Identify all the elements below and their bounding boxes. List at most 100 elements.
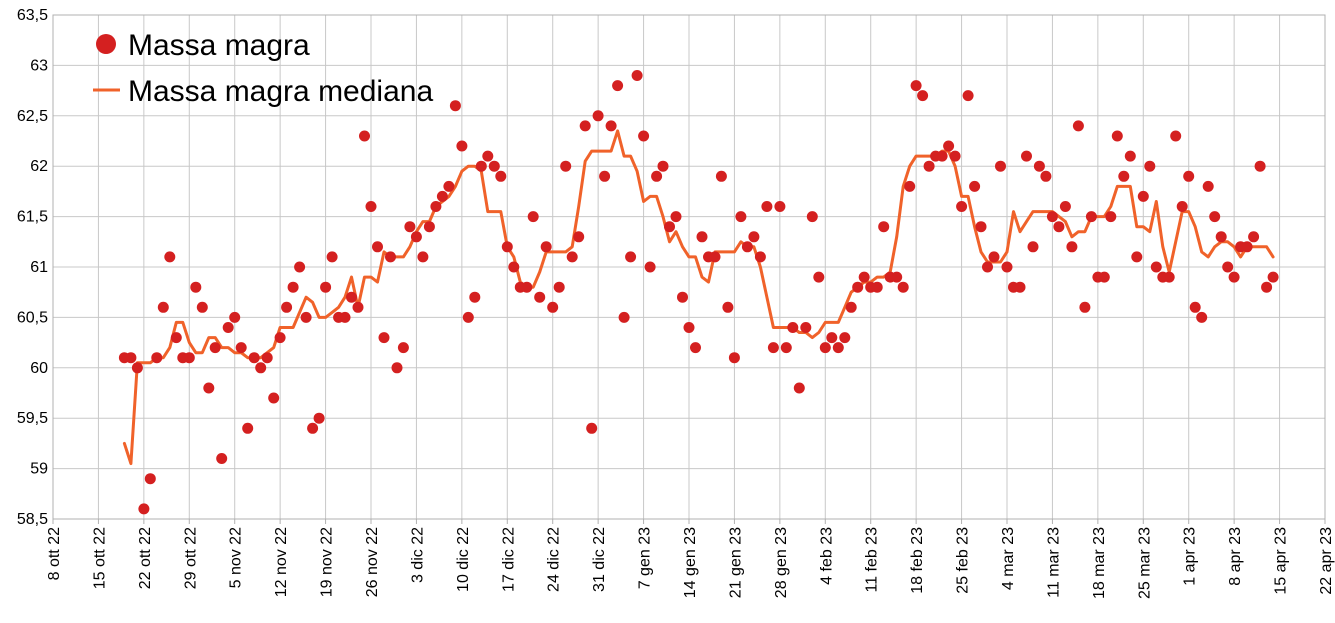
data-point [131,362,143,374]
data-point [761,201,773,212]
data-point [917,90,929,102]
data-point [1027,241,1039,253]
data-point [1098,271,1110,283]
x-tick-label: 31 dic 22 [591,527,608,592]
data-point [845,301,857,313]
y-tick-label: 61 [30,259,48,276]
data-point [618,311,630,323]
data-point [995,160,1006,172]
data-point [255,362,267,374]
median-line-layer [122,129,1275,466]
data-point [1196,311,1208,323]
data-point [774,201,786,212]
data-point [956,201,968,212]
data-point [235,342,247,354]
data-point [696,231,708,243]
x-tick-label: 4 mar 23 [1000,527,1017,590]
data-point [261,352,273,364]
data-point [657,160,669,172]
data-point [1053,221,1065,233]
data-point [592,110,604,122]
data-point [534,291,546,303]
data-point [651,170,663,182]
data-point [157,301,169,313]
data-point [780,342,792,354]
data-point [754,251,766,263]
x-tick-label: 11 feb 23 [864,527,881,593]
x-tick-label: 8 ott 22 [46,527,63,580]
data-point [501,241,513,253]
data-point [287,281,299,293]
data-point [274,332,286,344]
x-tick-label: 11 mar 23 [1045,527,1062,598]
data-point [566,251,578,263]
data-point [722,301,734,313]
data-point [709,251,721,263]
data-point [1066,241,1078,253]
data-point [462,311,474,323]
data-point [1261,281,1273,293]
data-point [1001,261,1013,273]
data-point [430,201,442,212]
data-point [806,211,818,223]
data-point [242,422,254,434]
data-point [449,100,461,112]
data-point [248,352,260,364]
data-point [943,140,955,152]
x-tick-label: 21 gen 23 [727,527,744,598]
data-point [767,342,779,354]
data-points-layer [118,70,1279,515]
data-point [443,180,455,192]
data-point [793,382,805,394]
data-point [949,150,961,162]
data-point [488,160,500,172]
data-point [359,130,370,142]
x-tick-label: 19 nov 22 [319,527,336,597]
x-tick-label: 28 gen 23 [773,527,790,598]
data-point [553,281,565,293]
x-tick-label: 5 nov 22 [228,527,245,588]
data-point [800,322,812,333]
y-tick-label: 60,5 [17,309,48,326]
data-point [339,311,351,323]
data-point [346,291,357,303]
y-tick-label: 62 [30,158,48,175]
data-point [982,261,993,273]
data-point [787,322,799,333]
plot-border [52,14,1326,520]
data-point [203,382,215,394]
data-point [1241,241,1253,253]
y-tick-label: 59,5 [17,410,48,427]
data-point [715,170,727,182]
data-point [385,251,396,263]
data-point [897,281,909,293]
data-point [573,231,585,243]
data-point [372,241,383,253]
x-tick-label: 7 gen 23 [637,527,654,589]
data-point [683,322,695,333]
data-point [1021,150,1032,162]
data-point [1189,301,1201,313]
data-point [1267,271,1279,283]
plot-area [52,14,1326,520]
data-point [378,332,390,344]
data-point [268,392,280,404]
data-point [871,281,883,293]
data-point [521,281,533,293]
data-point [664,221,675,233]
data-point [1176,201,1188,212]
data-point [819,342,831,354]
data-point [1228,271,1240,283]
y-tick-label: 63 [30,57,48,74]
data-point [307,422,319,434]
data-point [670,211,682,223]
data-point [475,160,487,172]
data-point [839,332,851,344]
data-point [540,241,552,253]
data-point [209,342,221,354]
data-point [878,221,890,233]
data-point [741,241,753,253]
data-point [1118,170,1130,182]
data-point [560,160,572,172]
